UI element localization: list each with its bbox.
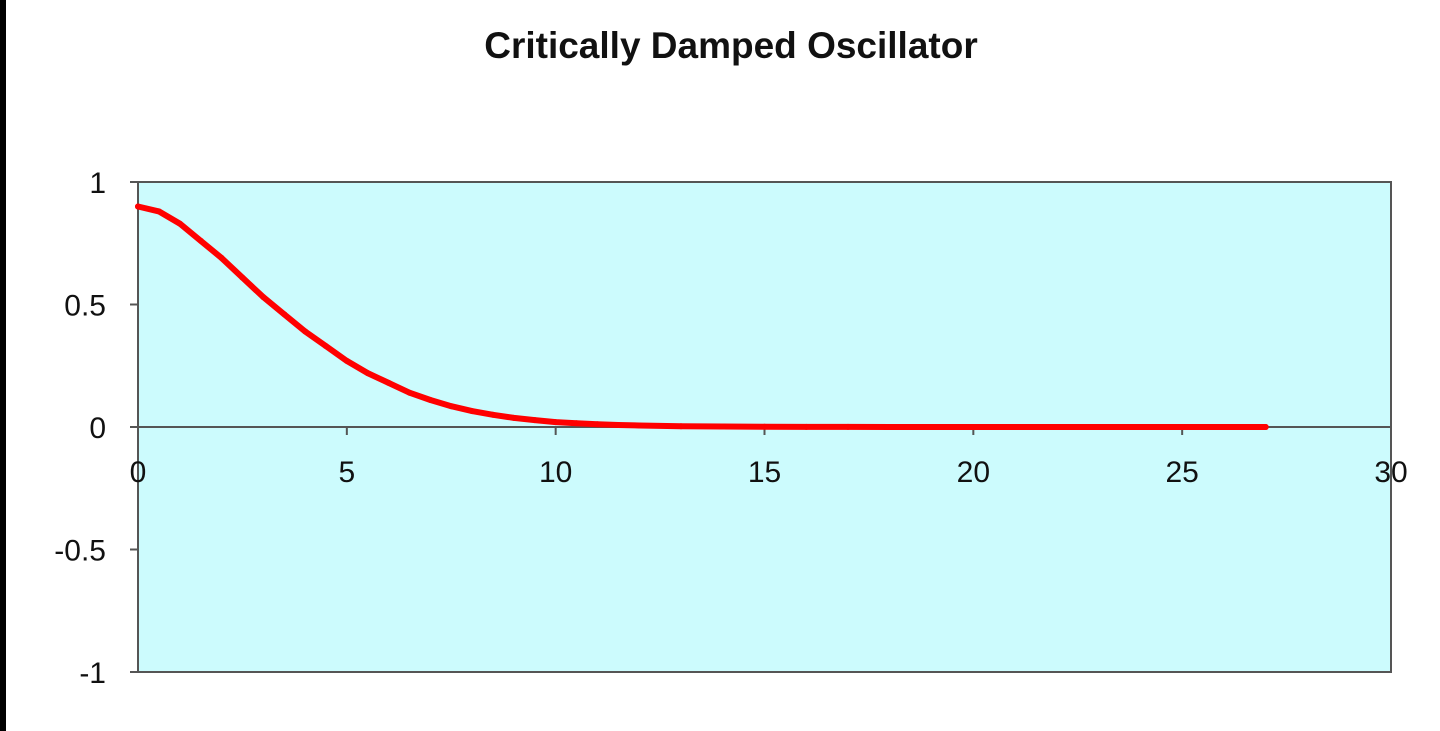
data-point: [886, 424, 893, 430]
data-point: [176, 220, 183, 227]
data-point: [552, 419, 559, 426]
data-point: [406, 389, 413, 396]
data-point: [636, 422, 643, 429]
data-point: [343, 357, 350, 364]
data-point: [490, 411, 496, 418]
data-point: [135, 203, 141, 210]
x-tick-label: 30: [1374, 456, 1407, 489]
data-point: [531, 417, 538, 424]
data-point: [970, 424, 977, 430]
x-tick-label: 20: [957, 456, 990, 489]
data-point: [322, 343, 329, 350]
series-line: [135, 203, 1269, 430]
data-point: [448, 403, 455, 410]
data-point: [761, 423, 768, 430]
x-tick-label: 25: [1165, 456, 1198, 489]
data-point: [1137, 424, 1144, 430]
data-point: [427, 397, 434, 403]
data-point: [594, 421, 601, 428]
x-tick-label: 10: [539, 456, 572, 489]
data-point: [218, 254, 225, 261]
left-frame-border: [0, 0, 6, 731]
x-tick-label: 0: [130, 456, 147, 489]
data-point: [928, 424, 935, 430]
data-point: [197, 237, 204, 244]
data-point: [155, 208, 162, 215]
x-tick-label: 15: [748, 456, 781, 489]
data-point: [302, 328, 309, 335]
data-point: [573, 420, 580, 427]
data-point: [615, 422, 622, 428]
data-point: [719, 423, 726, 430]
data-point: [364, 370, 371, 377]
data-point: [845, 423, 851, 430]
data-point: [385, 379, 392, 386]
y-tick-label: 0: [89, 412, 106, 445]
data-point: [678, 423, 684, 430]
chart-title: Critically Damped Oscillator: [484, 25, 978, 66]
data-point: [469, 408, 476, 415]
data-point: [239, 274, 246, 281]
data-point: [803, 423, 810, 430]
y-tick-label: -1: [79, 657, 106, 690]
y-tick-label: 1: [89, 167, 106, 200]
y-axis: 1 0.5 0 -0.5 -1: [54, 167, 139, 690]
x-tick-label: 5: [338, 456, 355, 489]
data-point: [1095, 424, 1102, 430]
data-point: [260, 294, 267, 301]
y-tick-label: -0.5: [54, 535, 106, 568]
data-point: [1053, 424, 1060, 430]
data-point: [281, 311, 288, 318]
data-point: [1220, 424, 1227, 430]
y-tick-label: 0.5: [64, 290, 106, 323]
data-point: [510, 414, 517, 421]
series-layer: [135, 203, 1269, 430]
data-point: [1012, 424, 1019, 430]
data-point: [1179, 424, 1186, 430]
data-point: [1262, 424, 1269, 430]
